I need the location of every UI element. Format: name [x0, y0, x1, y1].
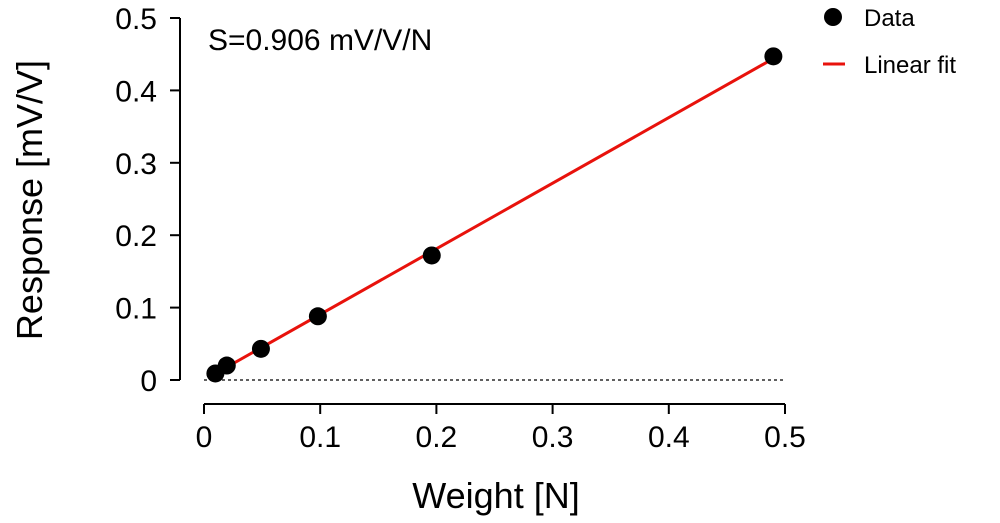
y-tick-label: 0.4 [115, 75, 157, 108]
x-tick-label: 0 [196, 421, 213, 454]
axes [179, 18, 785, 405]
x-tick-label: 0.4 [648, 421, 690, 454]
data-point [217, 356, 236, 375]
linear-fit-line [214, 57, 775, 375]
x-tick-label: 0.1 [299, 421, 341, 454]
data-point [422, 246, 441, 265]
x-tick-label: 0.5 [764, 421, 806, 454]
y-axis-title: Response [mV/V] [9, 60, 50, 340]
data-point [308, 307, 327, 326]
y-tick-label: 0.3 [115, 148, 157, 181]
legend-data-label: Data [864, 5, 915, 32]
y-tick-label: 0.2 [115, 220, 157, 253]
x-axis-title: Weight [N] [412, 475, 579, 516]
legend-data-marker [824, 8, 842, 26]
x-tick-label: 0.2 [416, 421, 458, 454]
y-tick-label: 0.1 [115, 293, 157, 326]
tick-marks: 0 0.1 0.2 0.3 0.4 0.5 0 0.1 0.2 0.3 0.4 0.5 [115, 3, 806, 454]
legend-fit-label: Linear fit [864, 52, 956, 79]
y-tick-label: 0 [140, 365, 157, 398]
y-tick-label: 0.5 [115, 3, 157, 36]
x-tick-label: 0.3 [532, 421, 574, 454]
data-point [764, 47, 783, 66]
legend: Data Linear fit [823, 5, 956, 79]
series-group [206, 47, 783, 383]
data-point [251, 339, 270, 358]
sensitivity-annotation: S=0.906 mV/V/N [208, 24, 432, 57]
